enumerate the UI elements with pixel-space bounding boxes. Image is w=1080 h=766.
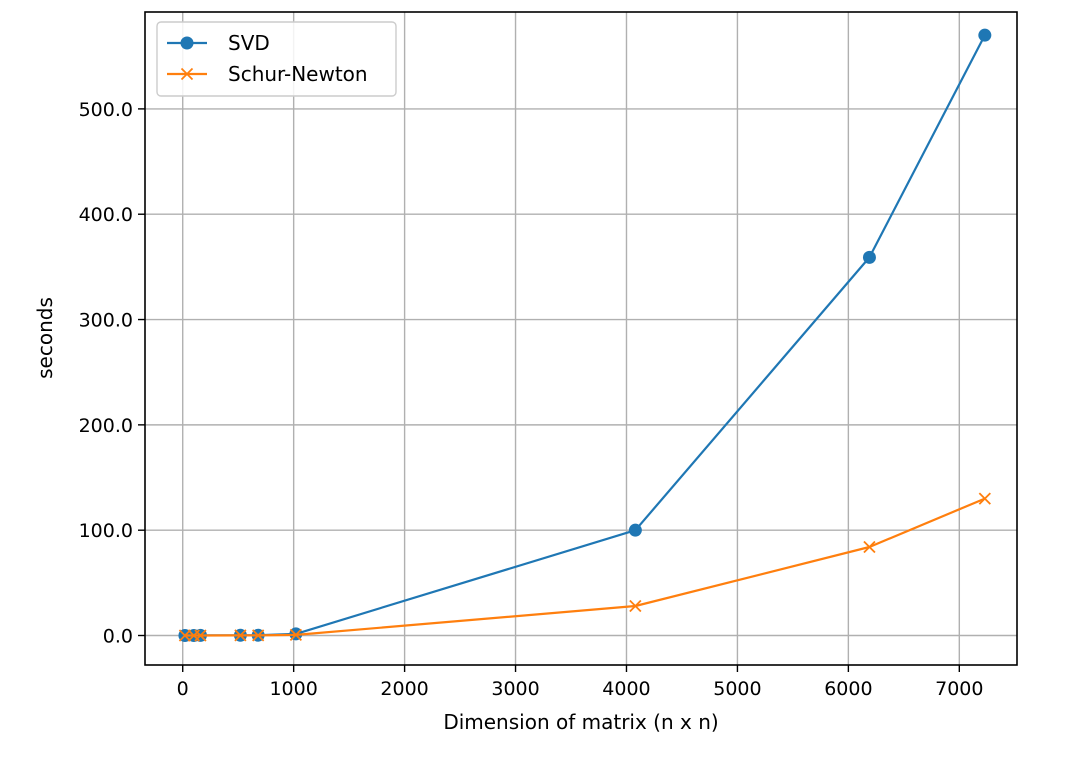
x-tick-label: 4000: [602, 678, 650, 700]
x-tick-label: 3000: [491, 678, 539, 700]
data-point-svd: [628, 523, 642, 537]
y-axis-label: seconds: [33, 297, 57, 379]
data-point-svd: [862, 250, 876, 264]
x-tick-label: 2000: [380, 678, 428, 700]
series-line-schur-newton: [184, 497, 986, 637]
legend-marker-schur-newton: [180, 67, 194, 81]
grid: [145, 12, 1017, 665]
legend-label-schur-newton: Schur-Newton: [228, 62, 368, 86]
data-point-schur-newton: [863, 540, 876, 554]
y-tick-label: 100.0: [79, 520, 133, 542]
data-point-schur-newton: [194, 629, 207, 642]
y-tick-label: 200.0: [79, 415, 133, 437]
legend-box: [156, 21, 397, 97]
data-point-schur-newton: [234, 629, 247, 642]
plot-series: [178, 28, 992, 643]
y-tick-label: 500.0: [79, 99, 133, 121]
x-tick-label: 1000: [269, 678, 317, 700]
legend-label-svd: SVD: [228, 31, 270, 55]
y-tick-label: 300.0: [79, 310, 133, 332]
x-tick-label: 0: [177, 678, 189, 700]
data-point-schur-newton: [252, 629, 265, 642]
plot-frame: [144, 11, 1018, 666]
x-tick-label: 6000: [824, 678, 872, 700]
x-tick-label: 7000: [935, 678, 983, 700]
series-line-svd: [184, 34, 986, 637]
legend: SVD Schur-Newton: [156, 21, 397, 97]
data-point-schur-newton: [978, 492, 991, 505]
legend-marker-svd: [180, 36, 194, 50]
data-point-schur-newton: [289, 628, 303, 642]
data-point-svd: [978, 28, 992, 42]
y-tick-label: 0.0: [103, 626, 133, 648]
data-point-schur-newton: [629, 599, 642, 613]
axis-ticks: 0 1000 2000 3000 4000 5000 6000 7000 0.0 100.0 200…: [79, 99, 984, 700]
x-axis-label: Dimension of matrix (n x n): [443, 710, 718, 734]
x-tick-label: 5000: [713, 678, 761, 700]
data-point-schur-newton: [178, 629, 192, 642]
y-tick-label: 400.0: [79, 204, 133, 226]
